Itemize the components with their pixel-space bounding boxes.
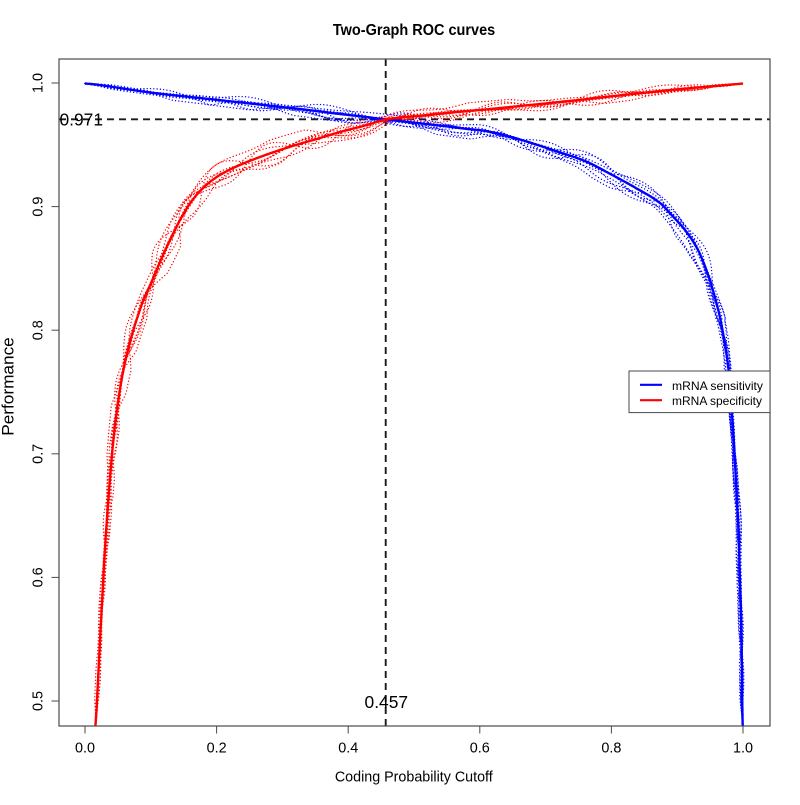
- svg-text:mRNA specificity: mRNA specificity: [672, 394, 762, 408]
- svg-text:1.0: 1.0: [31, 73, 47, 93]
- svg-text:0.4: 0.4: [338, 740, 358, 756]
- svg-text:0.8: 0.8: [31, 320, 47, 340]
- svg-text:0.9: 0.9: [31, 197, 47, 217]
- svg-text:1.0: 1.0: [733, 740, 753, 756]
- svg-text:0.5: 0.5: [31, 691, 47, 711]
- svg-text:0.7: 0.7: [31, 444, 47, 464]
- svg-text:mRNA sensitivity: mRNA sensitivity: [672, 379, 763, 393]
- svg-text:0.8: 0.8: [601, 740, 621, 756]
- svg-text:Performance: Performance: [0, 337, 18, 436]
- svg-text:Two-Graph ROC curves: Two-Graph ROC curves: [333, 22, 495, 39]
- svg-text:0.0: 0.0: [75, 740, 95, 756]
- svg-text:0.6: 0.6: [31, 567, 47, 587]
- svg-text:0.2: 0.2: [207, 740, 227, 756]
- svg-text:0.457: 0.457: [365, 692, 409, 712]
- svg-text:0.971: 0.971: [60, 109, 104, 129]
- svg-text:Coding Probability Cutoff: Coding Probability Cutoff: [335, 770, 493, 786]
- svg-text:0.6: 0.6: [470, 740, 490, 756]
